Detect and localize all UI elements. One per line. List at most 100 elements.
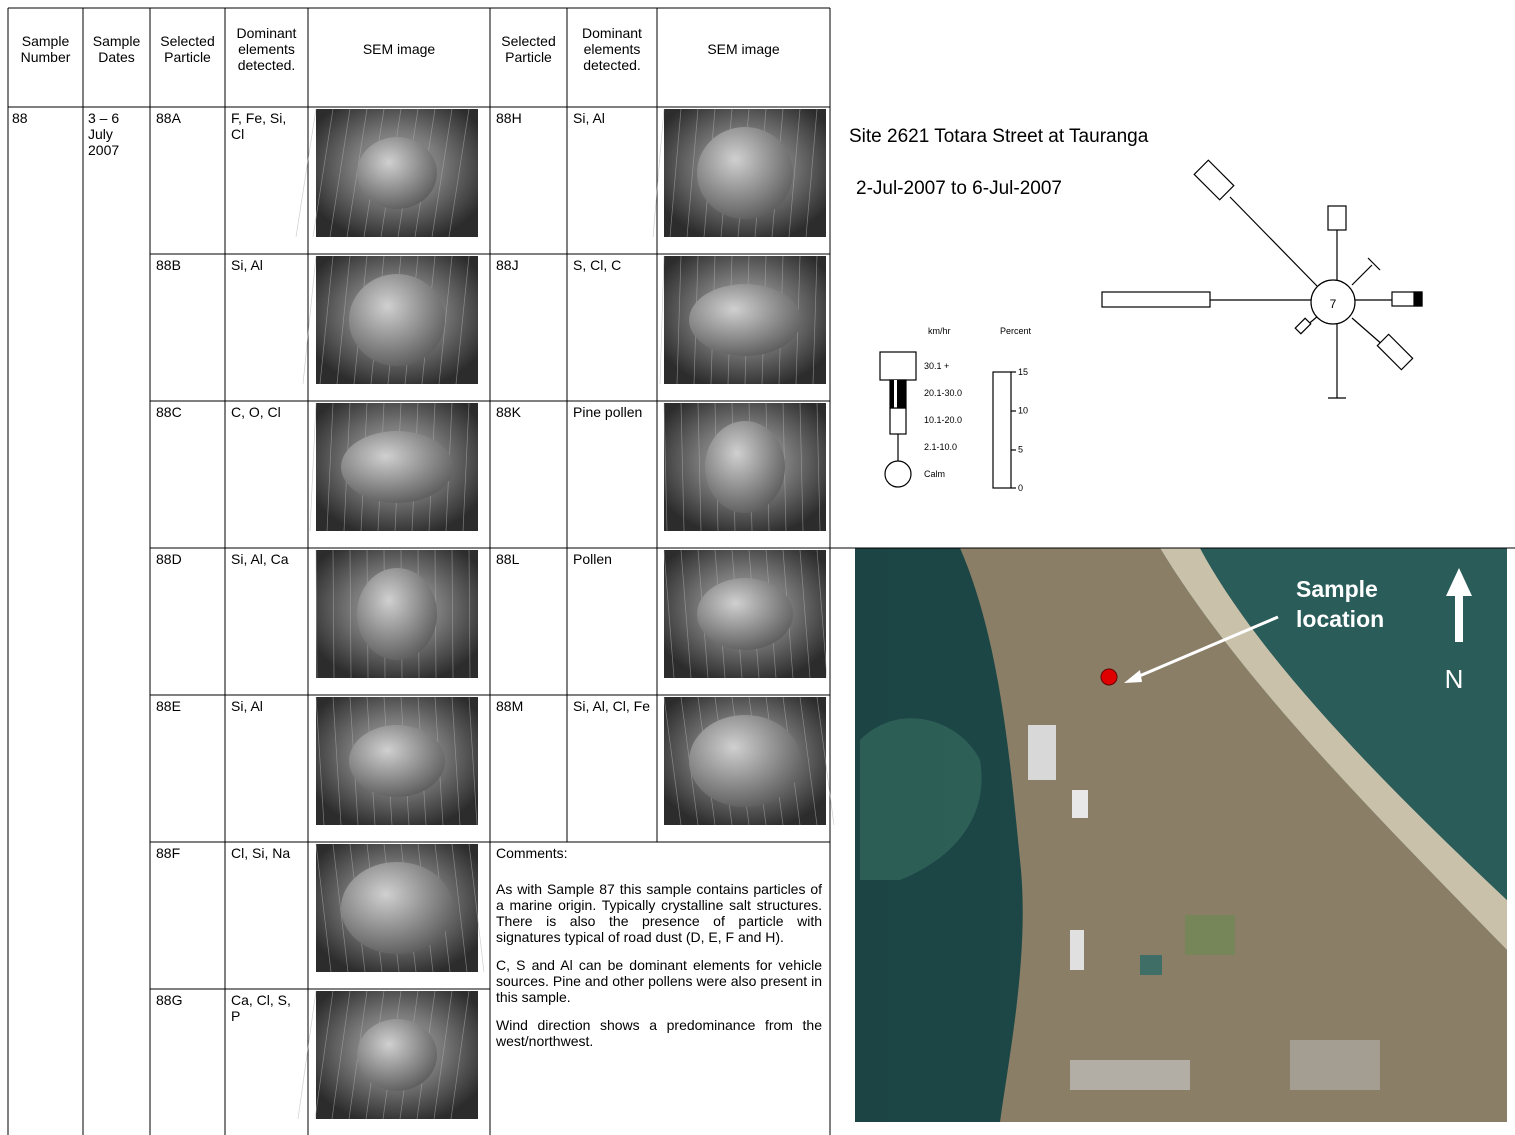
sem-fibre	[680, 549, 692, 679]
sem-particle	[341, 862, 453, 954]
sem-fibre	[315, 696, 325, 826]
sem-fibre	[331, 990, 351, 1120]
sem-fibre	[314, 990, 334, 1120]
particle-id: 88A	[156, 110, 181, 126]
elements: Pollen	[573, 551, 612, 567]
map-label: Sample location	[1296, 576, 1384, 632]
sem-fibre	[680, 402, 685, 532]
sem-image	[663, 549, 828, 679]
sem-fibre	[663, 696, 682, 826]
speed-class: 10.1-20.0	[924, 415, 962, 425]
sem-fibre	[448, 108, 470, 238]
sem-particle	[689, 715, 801, 807]
header-cell: Sample Number	[20, 33, 71, 65]
particle-id: 88F	[156, 845, 181, 861]
header-cell: Selected Particle	[501, 33, 556, 65]
sem-fibre	[676, 255, 682, 385]
sem-image	[309, 402, 478, 532]
sem-fibre	[468, 696, 478, 826]
sem-fibre	[799, 549, 811, 679]
sem-image	[663, 696, 835, 826]
sem-fibre	[663, 402, 668, 532]
sem-fibre	[319, 255, 334, 385]
sem-fibre	[816, 549, 828, 679]
sem-fibre	[349, 549, 352, 679]
header-cell: Selected Particle	[160, 33, 215, 65]
sem-fibre	[799, 696, 818, 826]
sem-fibre	[332, 549, 335, 679]
sem-fibre	[816, 696, 835, 826]
particle-id: 88K	[496, 404, 521, 420]
sem-fibre	[468, 549, 471, 679]
north-label: N	[1445, 664, 1464, 694]
wind-rose	[879, 159, 1423, 489]
sem-fibre	[312, 108, 334, 238]
elements: Cl, Si, Na	[231, 845, 291, 861]
sem-fibre	[326, 402, 334, 532]
sem-fibre	[336, 255, 351, 385]
elements: Si, Al	[231, 257, 263, 273]
elements: F, Fe, Si, Cl	[231, 110, 287, 142]
percent-scale: 10	[1018, 406, 1028, 416]
sem-fibre	[332, 843, 349, 973]
sem-image	[652, 108, 826, 238]
sem-fibre	[315, 843, 332, 973]
speed-class: 2.1-10.0	[924, 442, 957, 452]
sem-particle	[357, 137, 437, 209]
comments: Comments: As with Sample 87 this sample c…	[496, 845, 822, 1130]
sem-fibre	[663, 549, 675, 679]
percent-scale: 15	[1018, 367, 1028, 377]
sem-fibre	[455, 255, 470, 385]
particle-id: 88J	[496, 257, 519, 273]
wind-rose-period: 2-Jul-2007 to 6-Jul-2007	[856, 178, 1062, 199]
calm-percent: 7	[1330, 297, 1337, 311]
sem-fibre	[332, 696, 342, 826]
sem-fibre	[302, 255, 317, 385]
sem-fibre	[468, 843, 485, 973]
elements: Ca, Cl, S, P	[231, 992, 291, 1024]
sem-fibre	[297, 990, 317, 1120]
sem-fibre	[652, 108, 665, 238]
sem-fibre	[805, 108, 818, 238]
sem-fibre	[788, 108, 801, 238]
aerial-photo	[855, 548, 1507, 1122]
speed-heading: km/hr	[928, 326, 951, 336]
sem-particle	[357, 1019, 437, 1091]
sem-fibre	[431, 108, 453, 238]
comments-heading: Comments:	[496, 845, 568, 861]
sem-fibre	[451, 843, 468, 973]
elements: S, Cl, C	[573, 257, 622, 273]
sem-fibre	[295, 108, 317, 238]
sem-fibre	[659, 255, 665, 385]
particle-id: 88D	[156, 551, 182, 567]
sem-particle	[697, 578, 793, 650]
sem-fibre	[315, 549, 318, 679]
sem-fibre	[799, 402, 804, 532]
sem-particle	[705, 421, 785, 513]
sem-particle	[689, 284, 801, 356]
speed-class: 30.1 +	[924, 361, 949, 371]
elements: C, O, Cl	[231, 404, 281, 420]
sem-fibre	[451, 549, 454, 679]
sem-particle	[697, 127, 793, 219]
percent-scale: 0	[1018, 483, 1023, 493]
sem-particle	[349, 725, 445, 797]
elements: Si, Al	[231, 698, 263, 714]
header-cell: SEM image	[362, 41, 436, 57]
sem-fibre	[697, 402, 702, 532]
sem-image	[297, 990, 478, 1120]
sem-fibre	[438, 255, 453, 385]
elements: Si, Al, Ca	[231, 551, 289, 567]
sem-image	[315, 696, 478, 826]
particle-id: 88G	[156, 992, 183, 1008]
header-cell: SEM image	[707, 41, 780, 57]
header-cell: Dominant elements detected.	[582, 25, 642, 73]
header-cell: Dominant elements detected.	[236, 25, 297, 73]
header-cell: Sample Dates	[92, 33, 141, 65]
sem-particle	[349, 274, 445, 366]
sem-fibre	[450, 990, 470, 1120]
comment-paragraph: As with Sample 87 this sample contains p…	[496, 881, 822, 945]
sem-fibre	[433, 990, 453, 1120]
sem-particle	[341, 431, 453, 503]
